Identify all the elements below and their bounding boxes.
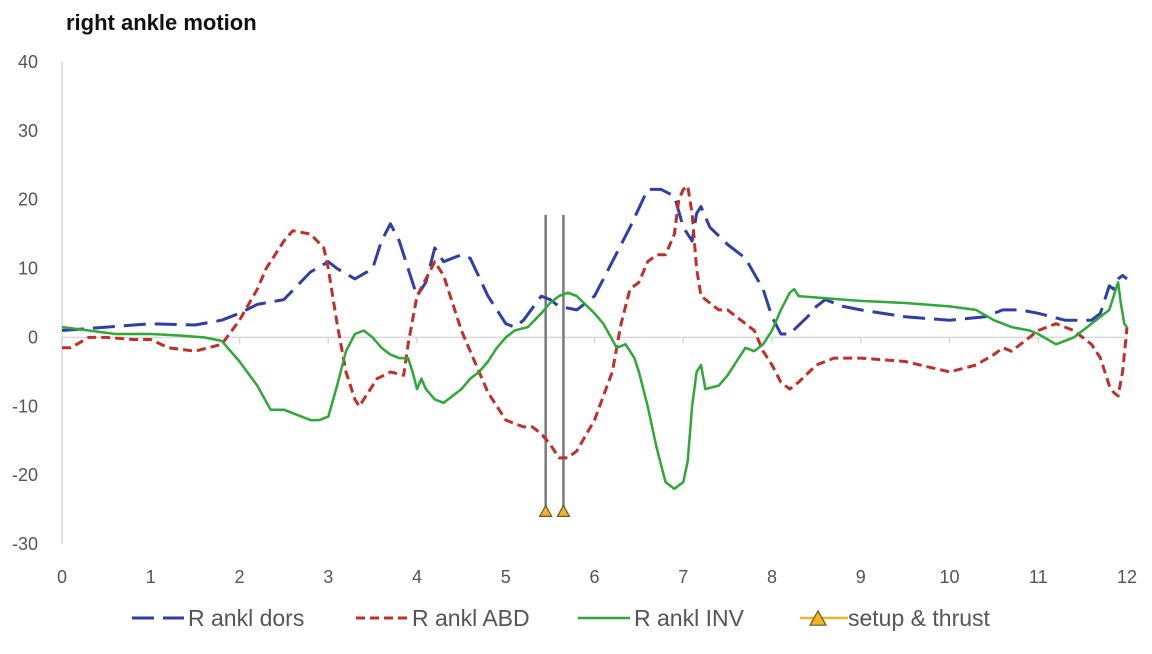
y-tick-label: -30: [12, 534, 38, 554]
x-tick-label: 3: [323, 567, 333, 587]
y-tick-label: -20: [12, 465, 38, 485]
x-tick-label: 9: [856, 567, 866, 587]
y-tick-label: 40: [18, 52, 38, 72]
x-tick-label: 4: [412, 567, 422, 587]
y-tick-label: 0: [28, 327, 38, 347]
x-tick-label: 10: [939, 567, 959, 587]
series-line-r-ankl-abd: [62, 184, 1129, 460]
x-tick-label: 8: [767, 567, 777, 587]
series-line-r-ankl-inv: [61, 281, 1128, 491]
y-tick-label: 20: [18, 190, 38, 210]
x-tick-label: 5: [501, 567, 511, 587]
x-tick-label: 0: [57, 567, 67, 587]
legend-label-0: R ankl dors: [188, 605, 304, 631]
y-tick-label: 30: [18, 121, 38, 141]
x-tick-label: 7: [678, 567, 688, 587]
legend-marker-triangle: [808, 609, 828, 626]
x-tick-label: 11: [1029, 567, 1048, 587]
x-tick-label: 6: [589, 567, 599, 587]
series-line-r-ankl-dors: [61, 187, 1128, 336]
legend-label-1: R ankl ABD: [412, 605, 530, 631]
legend-label-marker: setup & thrust: [848, 605, 991, 631]
y-tick-label: 10: [18, 259, 38, 279]
chart-title: right ankle motion: [66, 10, 257, 35]
x-tick-label: 1: [146, 567, 156, 587]
y-tick-label: -10: [12, 396, 38, 416]
x-tick-label: 12: [1117, 567, 1137, 587]
marker-triangle-1: [556, 504, 571, 517]
legend-label-2: R ankl INV: [634, 605, 745, 631]
x-tick-label: 2: [234, 567, 244, 587]
marker-triangle-0: [538, 504, 553, 517]
